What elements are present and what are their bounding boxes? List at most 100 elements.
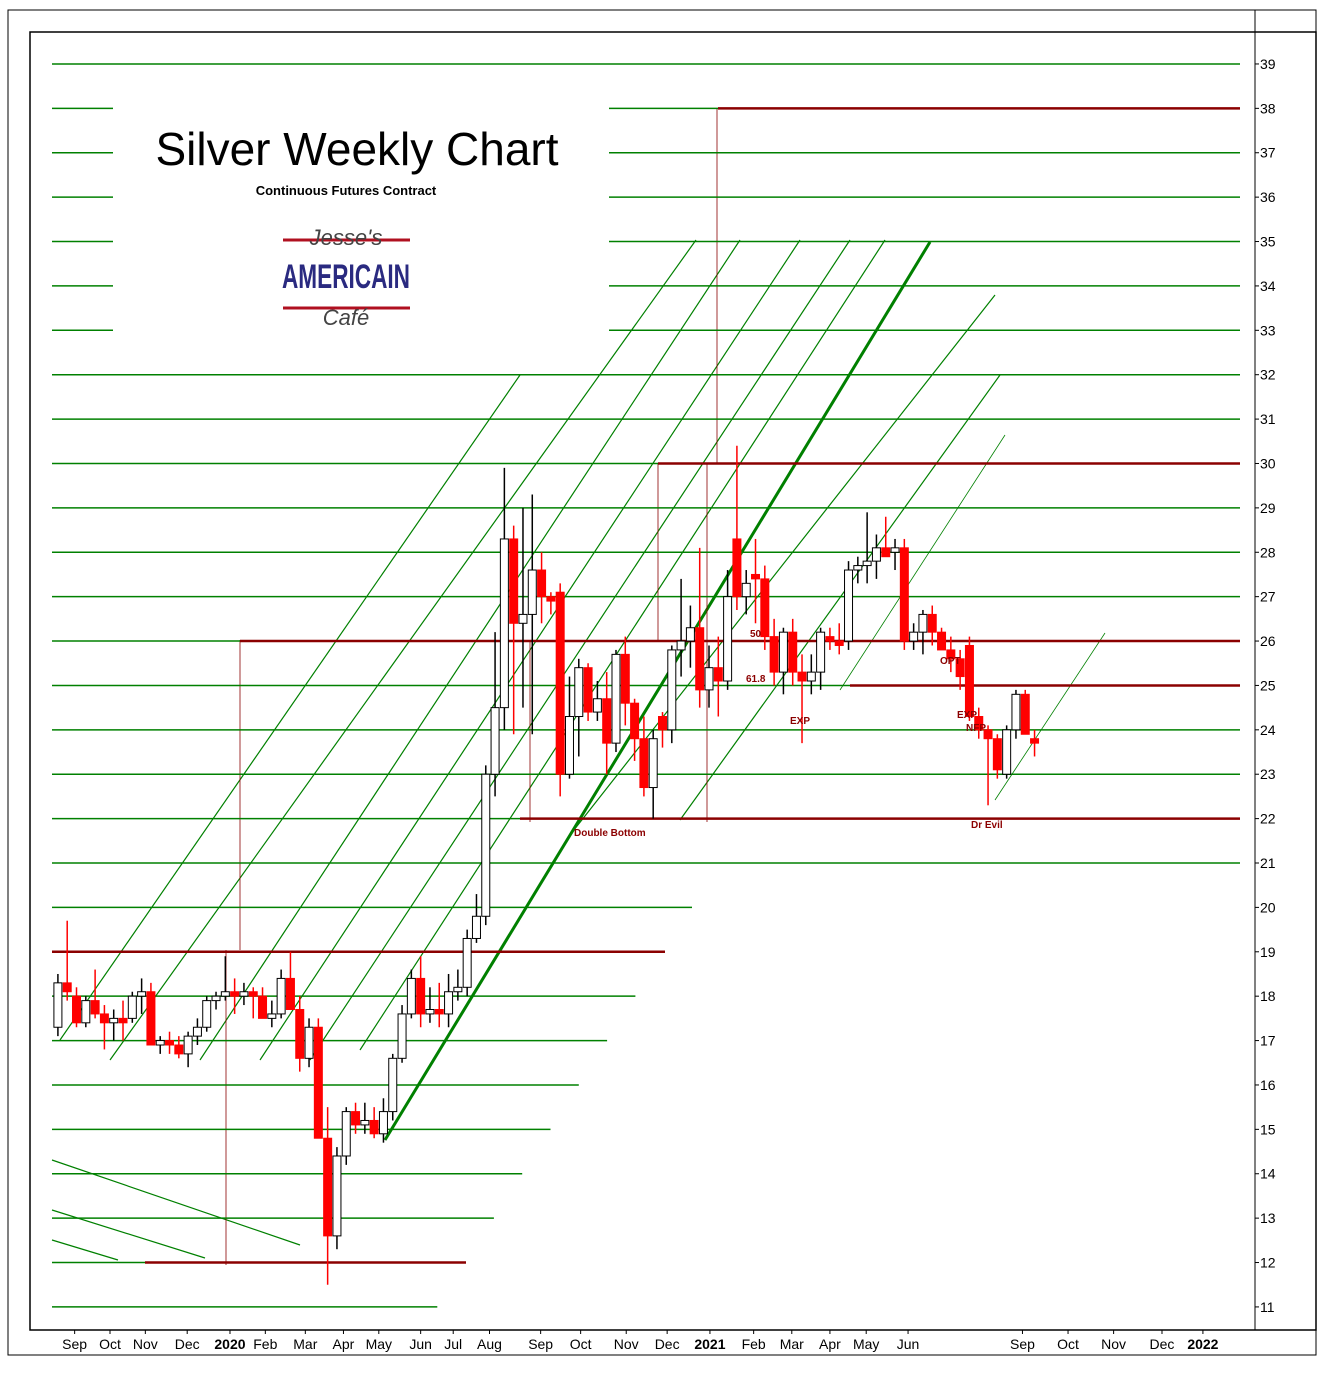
candle-body <box>81 1000 91 1024</box>
y-tick-label: 29 <box>1260 500 1276 516</box>
candle-body <box>155 1040 165 1046</box>
x-tick-label: Aug <box>477 1336 502 1352</box>
candle-body <box>899 547 909 642</box>
candle-body <box>583 667 593 713</box>
candle-body <box>862 560 872 567</box>
candle-body <box>797 671 807 682</box>
x-tick-label: Dec <box>175 1336 200 1352</box>
y-tick-label: 32 <box>1260 367 1276 383</box>
candle-body <box>378 1111 388 1135</box>
candle-body <box>127 995 137 1019</box>
candle-body <box>499 538 509 709</box>
candle-body <box>844 569 854 642</box>
y-tick-label: 11 <box>1260 1299 1275 1315</box>
candle-body <box>685 627 695 642</box>
y-tick-label: 31 <box>1260 411 1276 427</box>
x-tick-label: Oct <box>99 1336 121 1352</box>
candle-body <box>667 649 677 731</box>
candle-body <box>546 596 556 602</box>
candle-body <box>918 613 928 633</box>
candle-body <box>211 995 221 1002</box>
candle-body <box>657 716 667 731</box>
candle-body <box>639 738 649 789</box>
candle-body <box>1030 738 1040 744</box>
y-tick-label: 38 <box>1260 100 1276 116</box>
x-tick-label: Dec <box>655 1336 680 1352</box>
candle-body <box>769 636 779 673</box>
annotation: EXP <box>957 710 977 721</box>
x-tick-label: 2020 <box>214 1336 245 1352</box>
x-tick-label: 2022 <box>1187 1336 1218 1352</box>
y-tick-label: 17 <box>1260 1033 1276 1049</box>
candle-body <box>890 547 900 553</box>
y-tick-label: 21 <box>1260 855 1276 871</box>
candle-body <box>974 716 984 731</box>
candle-body <box>778 631 788 673</box>
candle-body <box>723 596 733 682</box>
candle-body <box>648 738 658 789</box>
y-tick-label: 35 <box>1260 234 1276 250</box>
logo-middle: AMERICAIN <box>282 258 410 296</box>
y-tick-label: 36 <box>1260 189 1276 205</box>
candle-body <box>509 538 519 624</box>
candle-body <box>481 773 491 917</box>
candle-body <box>695 627 705 691</box>
candle-body <box>732 538 742 598</box>
candle-body <box>202 1000 212 1028</box>
candle-body <box>518 613 528 624</box>
x-tick-label: Sep <box>528 1336 553 1352</box>
chart-title: Silver Weekly Chart <box>155 123 558 175</box>
y-tick-label: 23 <box>1260 766 1276 782</box>
annotation: Dr Evil <box>971 820 1003 831</box>
y-tick-label: 12 <box>1260 1255 1276 1271</box>
candle-body <box>118 1017 128 1024</box>
candle-body <box>983 729 993 740</box>
candle-body <box>304 1026 314 1059</box>
x-tick-label: Jun <box>409 1336 432 1352</box>
y-tick-label: 33 <box>1260 322 1276 338</box>
candle-body <box>416 977 426 1015</box>
logo-top: Jesse's <box>309 225 383 250</box>
candle-body <box>248 991 258 997</box>
x-tick-label: Nov <box>614 1336 639 1352</box>
x-tick-label: Sep <box>1010 1336 1035 1352</box>
x-tick-label: 2021 <box>694 1336 725 1352</box>
x-tick-label: Mar <box>293 1336 317 1352</box>
y-tick-label: 18 <box>1260 988 1276 1004</box>
candle-body <box>992 738 1002 771</box>
candle-body <box>927 613 937 633</box>
candle-body <box>490 707 500 775</box>
candle-body <box>137 991 147 997</box>
candle-body <box>704 667 714 691</box>
candle-body <box>909 631 919 642</box>
candle-body <box>258 995 268 1019</box>
y-tick-label: 39 <box>1260 56 1276 72</box>
candle-body <box>760 578 770 638</box>
candle-body <box>871 547 881 562</box>
candle-body <box>406 977 416 1015</box>
candle-body <box>620 653 630 704</box>
candle-body <box>146 991 156 1046</box>
candle-body <box>853 565 863 571</box>
candle-body <box>471 915 481 939</box>
x-tick-label: Oct <box>570 1336 592 1352</box>
candle-body <box>946 649 956 660</box>
candle-body <box>630 702 640 740</box>
candle-body <box>751 573 761 580</box>
logo-bottom: Café <box>323 305 369 330</box>
candle-body <box>369 1119 379 1135</box>
x-tick-label: May <box>853 1336 879 1352</box>
y-tick-label: 15 <box>1260 1121 1276 1137</box>
candle-body <box>527 569 537 615</box>
candle-body <box>537 569 547 598</box>
candle-body <box>388 1057 398 1113</box>
candle-body <box>1002 729 1012 775</box>
candle-body <box>676 640 686 651</box>
candle-body <box>165 1040 175 1046</box>
y-tick-label: 26 <box>1260 633 1276 649</box>
y-tick-label: 28 <box>1260 544 1276 560</box>
candle-body <box>444 991 454 1015</box>
y-tick-label: 24 <box>1260 722 1276 738</box>
candle-body <box>453 986 463 993</box>
